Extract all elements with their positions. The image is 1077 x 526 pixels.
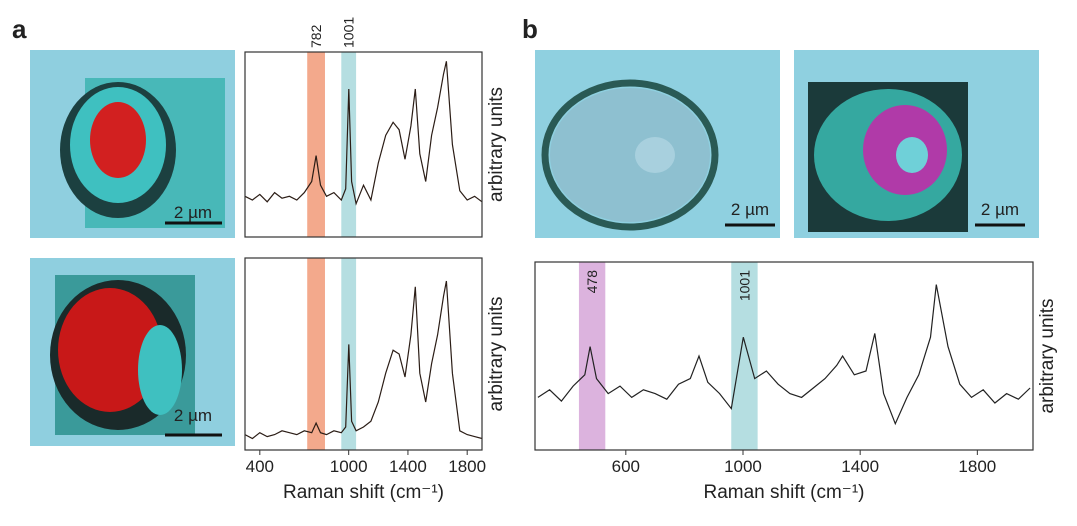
x-tick-label: 1800 xyxy=(448,457,486,476)
micrograph: 2 µm xyxy=(794,50,1039,238)
band xyxy=(307,52,325,237)
plot-frame xyxy=(244,257,483,451)
micrograph: 2 µm xyxy=(535,50,780,238)
band xyxy=(307,258,325,450)
x-axis-label: Raman shift (cm⁻¹) xyxy=(283,482,444,503)
micrograph: 2 µm xyxy=(30,50,235,238)
band-label: 1001 xyxy=(736,270,752,301)
spectrum xyxy=(244,61,483,206)
micrograph: 2 µm xyxy=(30,258,235,446)
x-tick-label: 1000 xyxy=(330,457,368,476)
x-tick-label: 1400 xyxy=(389,457,427,476)
y-axis-label: arbitrary units xyxy=(1037,298,1058,413)
band-label: 1001 xyxy=(341,17,357,48)
x-tick-label: 1000 xyxy=(724,457,762,476)
x-tick-label: 400 xyxy=(246,457,274,476)
scale-label: 2 µm xyxy=(174,203,212,222)
x-tick-label: 1400 xyxy=(841,457,879,476)
plot-frame xyxy=(244,51,483,238)
spectrum xyxy=(537,284,1031,426)
panel-label: b xyxy=(522,14,538,44)
band-label: 782 xyxy=(308,24,324,48)
y-axis-label: arbitrary units xyxy=(486,87,507,202)
band-label: 478 xyxy=(584,270,600,294)
scale-label: 2 µm xyxy=(174,406,212,425)
band xyxy=(731,262,758,450)
x-axis-label: Raman shift (cm⁻¹) xyxy=(704,482,865,503)
scale-label: 2 µm xyxy=(731,200,769,219)
x-tick-label: 1800 xyxy=(958,457,996,476)
panel-label: a xyxy=(12,14,27,44)
y-axis-label: arbitrary units xyxy=(486,296,507,411)
plot-frame xyxy=(534,261,1034,451)
spectrum xyxy=(244,280,483,440)
x-tick-label: 600 xyxy=(612,457,640,476)
band xyxy=(341,52,357,237)
scale-label: 2 µm xyxy=(981,200,1019,219)
